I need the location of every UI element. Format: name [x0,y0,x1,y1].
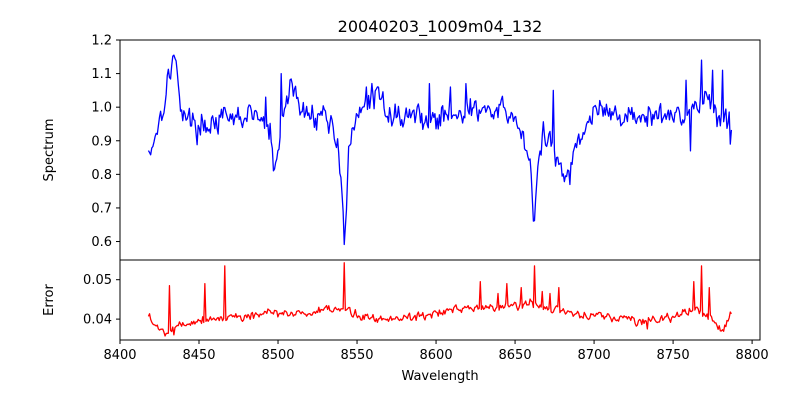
error-y-ticks: 0.04 0.05 [83,273,120,328]
y-tick-label: 0.8 [91,168,112,183]
spectrum-y-label: Spectrum [42,119,57,182]
spectrum-series [147,54,733,246]
error-line-0 [147,262,732,337]
x-tick-label: 8750 [657,348,690,363]
x-tick-label: 8400 [103,348,136,363]
y-tick-label: 1.2 [91,34,112,49]
y-tick-label: 0.6 [91,235,112,250]
y-tick-label: 0.04 [83,313,112,328]
x-ticks: 8400 8450 8500 8550 8600 8650 8700 8750 8800 [103,340,769,363]
x-tick-label: 8600 [420,348,453,363]
error-panel: 0.04 0.05 Error [42,259,761,341]
error-series [147,262,732,337]
x-tick-label: 8800 [736,348,769,363]
y-tick-label: 0.05 [83,273,112,288]
y-tick-label: 0.9 [91,134,112,149]
y-tick-label: 1.1 [91,67,112,82]
spectrum-line-0 [147,54,733,246]
y-tick-label: 1.0 [91,101,112,116]
error-axes-frame [119,259,761,341]
x-tick-label: 8550 [340,348,373,363]
x-tick-label: 8650 [499,348,532,363]
y-tick-label: 0.7 [91,201,112,216]
x-axis-label: Wavelength [401,369,478,384]
x-tick-label: 8450 [182,348,215,363]
error-y-label: Error [42,284,57,316]
x-tick-label: 8500 [261,348,294,363]
spectrum-y-ticks: 0.6 0.7 0.8 0.9 1.0 1.1 1.2 [91,34,120,250]
chart-title: 20040203_1009m04_132 [338,17,543,37]
x-tick-label: 8700 [578,348,611,363]
